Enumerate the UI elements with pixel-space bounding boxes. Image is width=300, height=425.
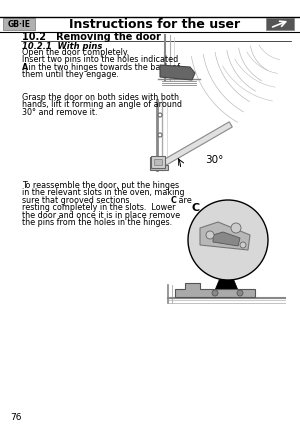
Circle shape — [206, 231, 214, 239]
Text: 30°: 30° — [205, 155, 224, 165]
Text: Grasp the door on both sides with both: Grasp the door on both sides with both — [22, 93, 179, 102]
FancyBboxPatch shape — [3, 18, 35, 30]
Circle shape — [237, 290, 243, 296]
Polygon shape — [160, 65, 195, 80]
Text: 30° and remove it.: 30° and remove it. — [22, 108, 98, 116]
Text: 10.2   Removing the door: 10.2 Removing the door — [22, 32, 161, 42]
Polygon shape — [213, 278, 240, 295]
Text: Instructions for the user: Instructions for the user — [69, 17, 241, 31]
Polygon shape — [175, 283, 255, 297]
Text: in the relevant slots in the oven, making: in the relevant slots in the oven, makin… — [22, 188, 185, 197]
Circle shape — [158, 113, 162, 117]
Text: resting completely in the slots.  Lower: resting completely in the slots. Lower — [22, 203, 176, 212]
Text: C: C — [192, 203, 200, 213]
Text: the pins from the holes in the hinges.: the pins from the holes in the hinges. — [22, 218, 172, 227]
Polygon shape — [200, 222, 250, 250]
Circle shape — [212, 290, 218, 296]
Polygon shape — [150, 157, 168, 170]
Circle shape — [240, 242, 246, 248]
Text: are: are — [176, 196, 192, 204]
Polygon shape — [213, 232, 240, 246]
FancyBboxPatch shape — [151, 156, 165, 168]
Text: sure that grooved sections: sure that grooved sections — [22, 196, 132, 204]
Text: To reassemble the door, put the hinges: To reassemble the door, put the hinges — [22, 181, 179, 190]
Text: hands, lift it forming an angle of around: hands, lift it forming an angle of aroun… — [22, 100, 182, 109]
Text: the door and once it is in place remove: the door and once it is in place remove — [22, 210, 180, 219]
FancyBboxPatch shape — [266, 18, 294, 30]
FancyBboxPatch shape — [154, 159, 162, 165]
Text: them until they engage.: them until they engage. — [22, 70, 119, 79]
Text: A: A — [22, 62, 28, 71]
Text: GB·IE: GB·IE — [8, 20, 31, 28]
Text: Insert two pins into the holes indicated: Insert two pins into the holes indicated — [22, 55, 178, 64]
Text: 10.2.1  With pins: 10.2.1 With pins — [22, 42, 102, 51]
Circle shape — [231, 223, 241, 233]
Circle shape — [188, 200, 268, 280]
Text: 76: 76 — [10, 413, 22, 422]
Text: in the two hinges towards the back of: in the two hinges towards the back of — [26, 62, 181, 71]
Polygon shape — [160, 122, 232, 167]
Circle shape — [158, 133, 162, 137]
Text: C: C — [170, 196, 176, 204]
Text: Open the door completely.: Open the door completely. — [22, 48, 129, 57]
